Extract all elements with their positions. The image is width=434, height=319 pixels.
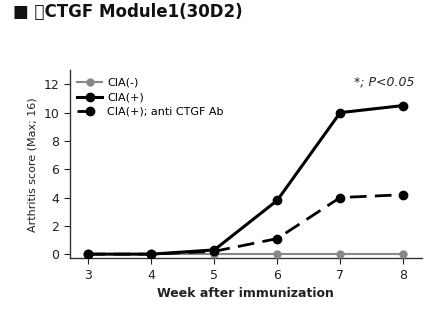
Text: *; P<0.05: *; P<0.05 [354,76,414,89]
CIA(+); anti CTGF Ab [148,252,154,256]
CIA(+) [85,252,91,256]
Line: CIA(+); anti CTGF Ab: CIA(+); anti CTGF Ab [84,190,406,258]
Legend: CIA(-), CIA(+), CIA(+); anti CTGF Ab: CIA(-), CIA(+), CIA(+); anti CTGF Ab [75,76,226,119]
CIA(+); anti CTGF Ab [274,237,279,241]
CIA(+) [148,252,154,256]
CIA(+); anti CTGF Ab [85,252,91,256]
Text: ■ 抗CTGF Module1(30D2): ■ 抗CTGF Module1(30D2) [13,3,242,21]
CIA(-) [148,252,154,256]
CIA(+) [400,104,405,108]
Line: CIA(+): CIA(+) [84,101,406,258]
CIA(-) [400,252,405,256]
CIA(+); anti CTGF Ab [211,249,217,253]
Y-axis label: Arthritis score (Max; 16): Arthritis score (Max; 16) [28,97,38,232]
CIA(-) [211,252,217,256]
CIA(-) [274,252,279,256]
CIA(+); anti CTGF Ab [337,196,342,199]
X-axis label: Week after immunization: Week after immunization [157,287,333,300]
Line: CIA(-): CIA(-) [85,251,406,258]
CIA(+); anti CTGF Ab [400,193,405,197]
CIA(-) [85,252,91,256]
CIA(+) [274,198,279,202]
CIA(+) [337,111,342,115]
CIA(-) [337,252,342,256]
CIA(+) [211,248,217,252]
